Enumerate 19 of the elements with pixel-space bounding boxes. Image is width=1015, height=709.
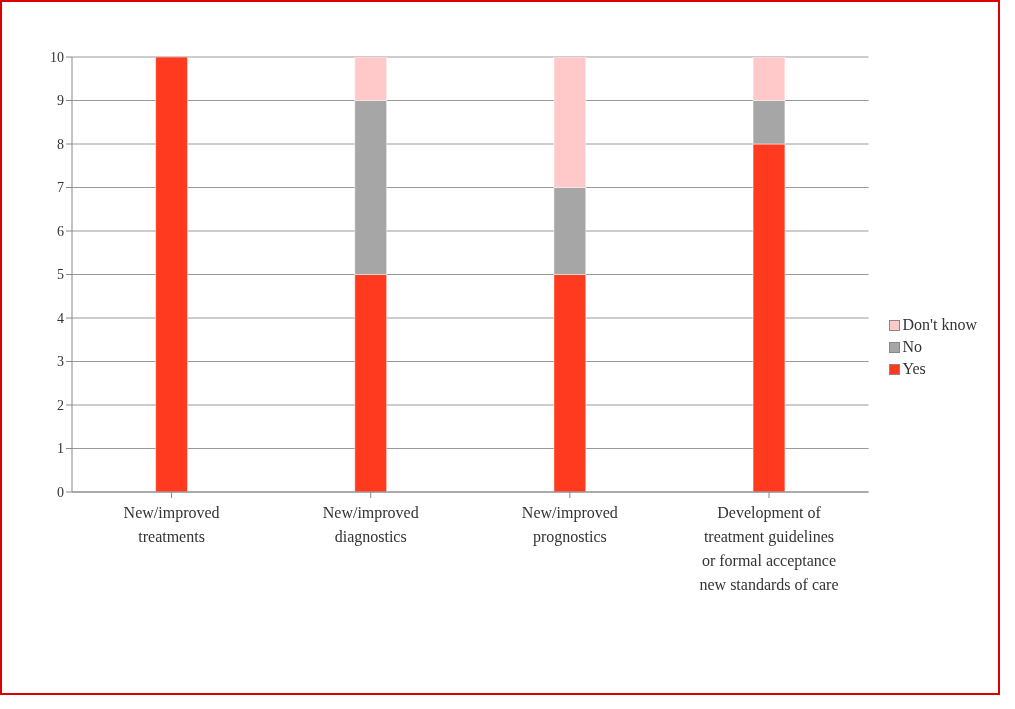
y-tick-label: 10 xyxy=(50,49,64,65)
y-tick-label: 7 xyxy=(57,180,64,196)
x-tick-label: New/improved diagnostics xyxy=(322,504,419,546)
y-tick-label: 4 xyxy=(57,310,64,326)
legend-label: Yes xyxy=(902,360,926,378)
y-tick-label: 9 xyxy=(57,93,64,109)
y-tick-label: 3 xyxy=(57,354,64,370)
bar xyxy=(155,57,188,492)
y-tick-label: 2 xyxy=(57,397,64,413)
x-tick-label: Development of treatment guidelines or formal acceptance new standards of care xyxy=(699,504,839,593)
y-tick-label: 1 xyxy=(57,441,64,457)
y-tick-label: 8 xyxy=(57,136,64,152)
legend-label: Don't know xyxy=(902,316,977,334)
y-tick-label: 0 xyxy=(57,484,64,500)
y-tick-label: 5 xyxy=(57,267,64,283)
x-tick-label: New/improved prognostics xyxy=(521,504,618,546)
y-tick-label: 6 xyxy=(57,223,64,239)
legend-label: No xyxy=(902,338,923,356)
x-tick-label: New/improved treatments xyxy=(123,504,220,545)
